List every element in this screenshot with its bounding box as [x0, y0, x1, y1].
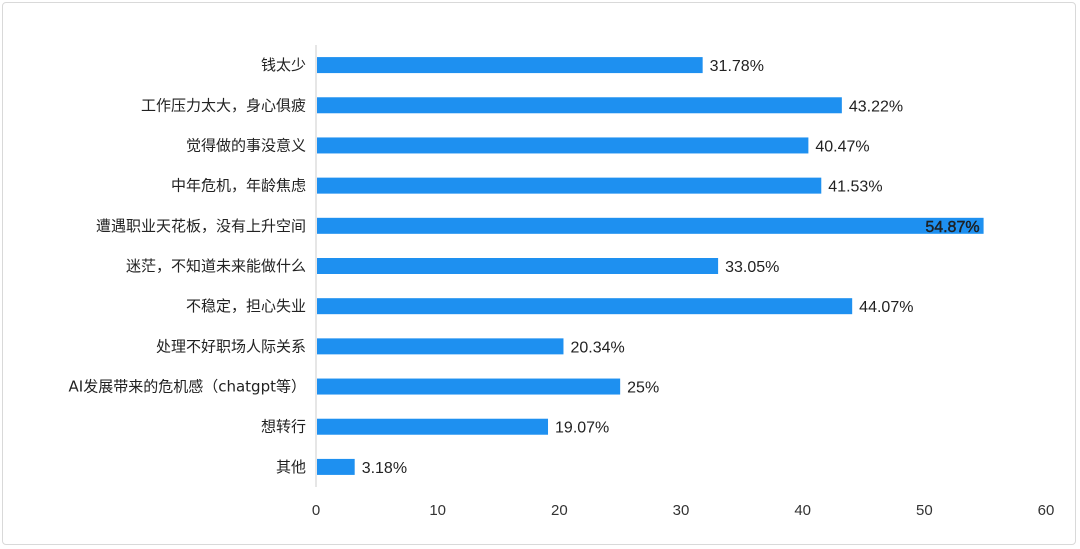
bar — [317, 97, 842, 114]
category-label: 想转行 — [261, 418, 306, 436]
bar — [317, 338, 564, 355]
data-label: 54.87% — [925, 219, 979, 236]
category-label: 处理不好职场人际关系 — [156, 337, 306, 355]
data-label: 20.34% — [570, 339, 624, 356]
bar — [317, 177, 822, 194]
bar — [317, 298, 853, 315]
category-label: 遭遇职业天花板，没有上升空间 — [96, 217, 306, 235]
data-label: 33.05% — [725, 259, 779, 276]
bar — [317, 378, 621, 395]
category-label: 觉得做的事没意义 — [186, 136, 306, 154]
bar — [317, 57, 703, 74]
axis-layer: 0 10 20 30 40 50 60 钱太少 31.78% 工作压力太大，身心俱疲 43.22% 觉… — [69, 45, 1055, 519]
bar — [317, 458, 355, 475]
category-label: AI发展带来的危机感（chatgpt等） — [69, 378, 306, 396]
bar — [317, 137, 809, 154]
category-label: 其他 — [276, 458, 306, 476]
category-label: 迷茫，不知道未来能做什么 — [126, 257, 306, 275]
x-tick-label: 50 — [916, 502, 933, 519]
data-label: 31.78% — [710, 58, 764, 75]
data-label: 41.53% — [828, 179, 882, 196]
x-tick-label: 30 — [673, 502, 690, 519]
x-tick-label: 40 — [794, 502, 811, 519]
data-label: 43.22% — [849, 98, 903, 115]
x-tick-label: 0 — [312, 502, 320, 519]
x-tick-label: 60 — [1038, 502, 1055, 519]
x-tick-label: 10 — [429, 502, 446, 519]
data-label: 44.07% — [859, 299, 913, 316]
bars-layer — [317, 57, 984, 475]
category-label: 钱太少 — [261, 56, 306, 74]
category-label: 工作压力太大，身心俱疲 — [141, 96, 306, 114]
category-label: 不稳定，担心失业 — [186, 297, 306, 315]
data-label: 40.47% — [815, 138, 869, 155]
data-label: 3.18% — [362, 460, 407, 477]
bar — [317, 258, 719, 274]
bar — [317, 418, 549, 435]
data-label: 19.07% — [555, 420, 609, 437]
category-label: 中年危机，年龄焦虑 — [171, 177, 306, 195]
x-tick-label: 20 — [551, 502, 568, 519]
bar — [317, 217, 984, 234]
data-label: 25% — [627, 380, 659, 397]
